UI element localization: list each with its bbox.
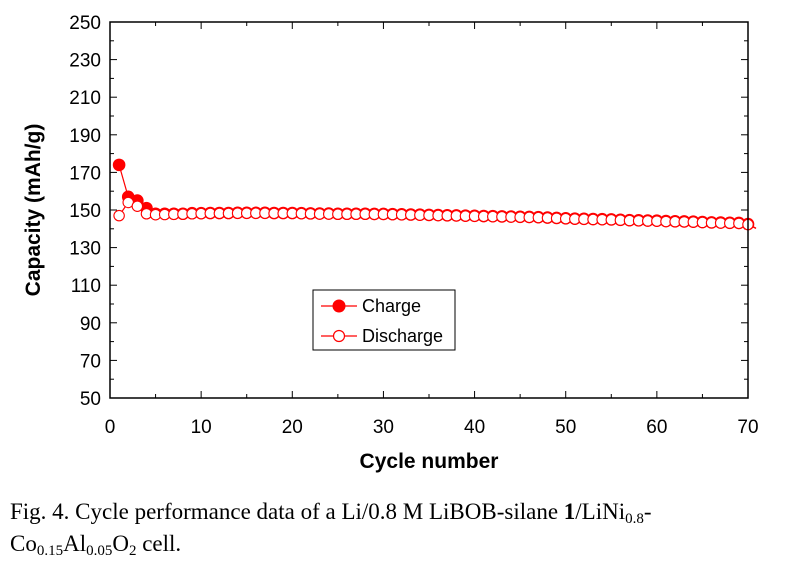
y-tick-label: 210 [69,88,101,109]
caption-text: /LiNi [575,499,626,524]
y-tick-label: 190 [69,126,101,147]
plot-frame [109,21,749,399]
caption-subscript: 2 [128,543,137,559]
caption-text: - [643,499,652,524]
x-tick-label: 30 [373,417,394,438]
caption-subscript: 0.8 [625,511,644,527]
x-tick-label: 50 [555,417,576,438]
y-tick-label: 150 [69,201,101,222]
legend-label-charge: Charge [362,296,421,316]
y-tick-label: 130 [69,239,101,260]
caption-text: Fig. 4. Cycle performance data of a Li/0… [10,499,564,524]
y-tick-label: 110 [71,276,101,297]
y-tick-label: 50 [80,389,101,410]
x-tick-label: 40 [464,417,485,438]
caption-text: cell. [136,531,182,556]
y-axis-label: Capacity (mAh/g) [22,124,45,297]
x-tick-label: 0 [105,417,116,438]
y-tick-label: 170 [69,163,101,184]
x-tick-label: 60 [646,417,667,438]
y-tick-label: 70 [80,351,101,372]
y-tick-label: 230 [69,51,101,72]
x-tick-label: 10 [191,417,212,438]
figure-caption: Fig. 4. Cycle performance data of a Li/0… [10,496,780,560]
legend-marker-discharge [332,329,346,343]
caption-subscript: 0.15 [36,543,64,559]
x-tick-label: 70 [737,417,758,438]
discharge-point [113,209,125,222]
y-tick-label: 250 [69,13,101,34]
capacity-chart: 50 70 90 110 130 150 170 190 210 230 250 0 10 20 30 40… [22,13,759,473]
caption-subscript: 0.05 [86,543,113,559]
discharge-point [131,200,144,212]
legend-marker-charge [332,299,346,313]
caption-text: Co [10,531,37,556]
caption-text: O [112,531,129,556]
caption-text: Al [63,531,87,556]
y-tick-label: 90 [80,314,101,335]
x-axis-label: Cycle number [360,450,499,473]
charge-point [112,158,126,172]
legend-label-discharge: Discharge [362,326,443,346]
x-tick-label: 20 [282,417,303,438]
legend: Charge Discharge [312,289,456,351]
caption-compound-number: 1 [563,499,576,524]
